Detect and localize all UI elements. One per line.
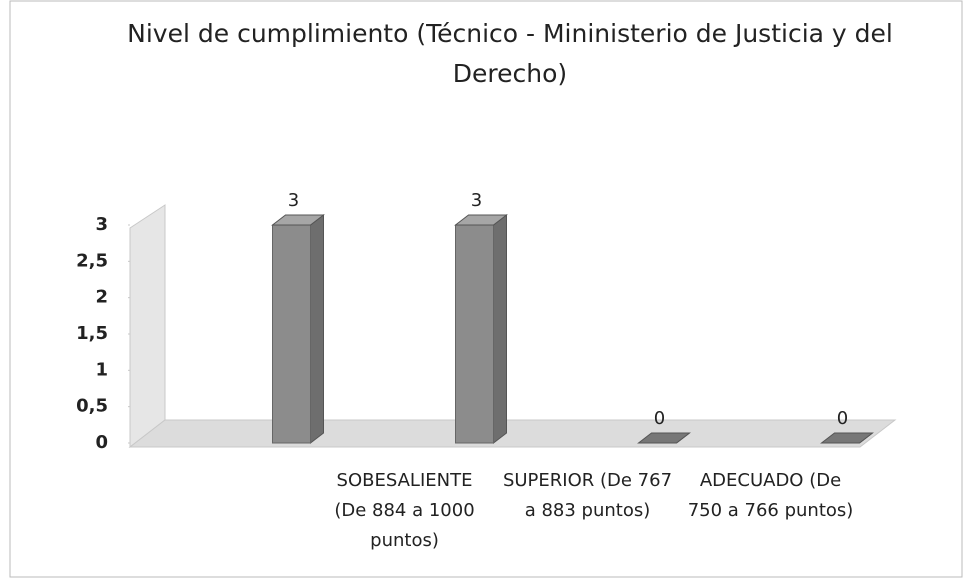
bar-front	[455, 224, 494, 444]
floor	[128, 419, 897, 448]
y-tick-label: 2,5	[76, 250, 108, 271]
y-tick-label: 3	[95, 214, 108, 235]
y-tick-label: 0,5	[76, 396, 108, 417]
bar	[637, 432, 691, 444]
data-label: 3	[288, 190, 299, 211]
bar	[454, 213, 508, 445]
bar-top	[454, 214, 508, 226]
bar-front	[272, 224, 311, 444]
data-label: 3	[471, 190, 482, 211]
bar-side	[493, 213, 507, 445]
bar-top	[271, 214, 325, 226]
y-tick-label: 1,5	[76, 323, 108, 344]
y-tick-label: 2	[95, 287, 108, 308]
y-tick-label: 0	[95, 432, 108, 453]
y-tick-label: 1	[95, 359, 108, 380]
x-tick-label: SOBESALIENTE (De 884 a 1000 puntos)	[334, 470, 475, 551]
data-label: 0	[654, 408, 665, 429]
data-label: 0	[837, 408, 848, 429]
bar-side	[310, 213, 324, 445]
chart-border	[9, 0, 963, 578]
bar-top	[820, 432, 874, 444]
chart-title: Nivel de cumplimiento (Técnico - Mininis…	[127, 19, 893, 88]
bar	[271, 213, 325, 445]
bar-top	[637, 432, 691, 444]
x-tick-label: SUPERIOR (De 767 a 883 puntos)	[502, 470, 673, 521]
x-tick-label: ADECUADO (De 750 a 766 puntos)	[687, 470, 854, 521]
back-wall	[129, 204, 166, 449]
bar	[820, 432, 874, 444]
